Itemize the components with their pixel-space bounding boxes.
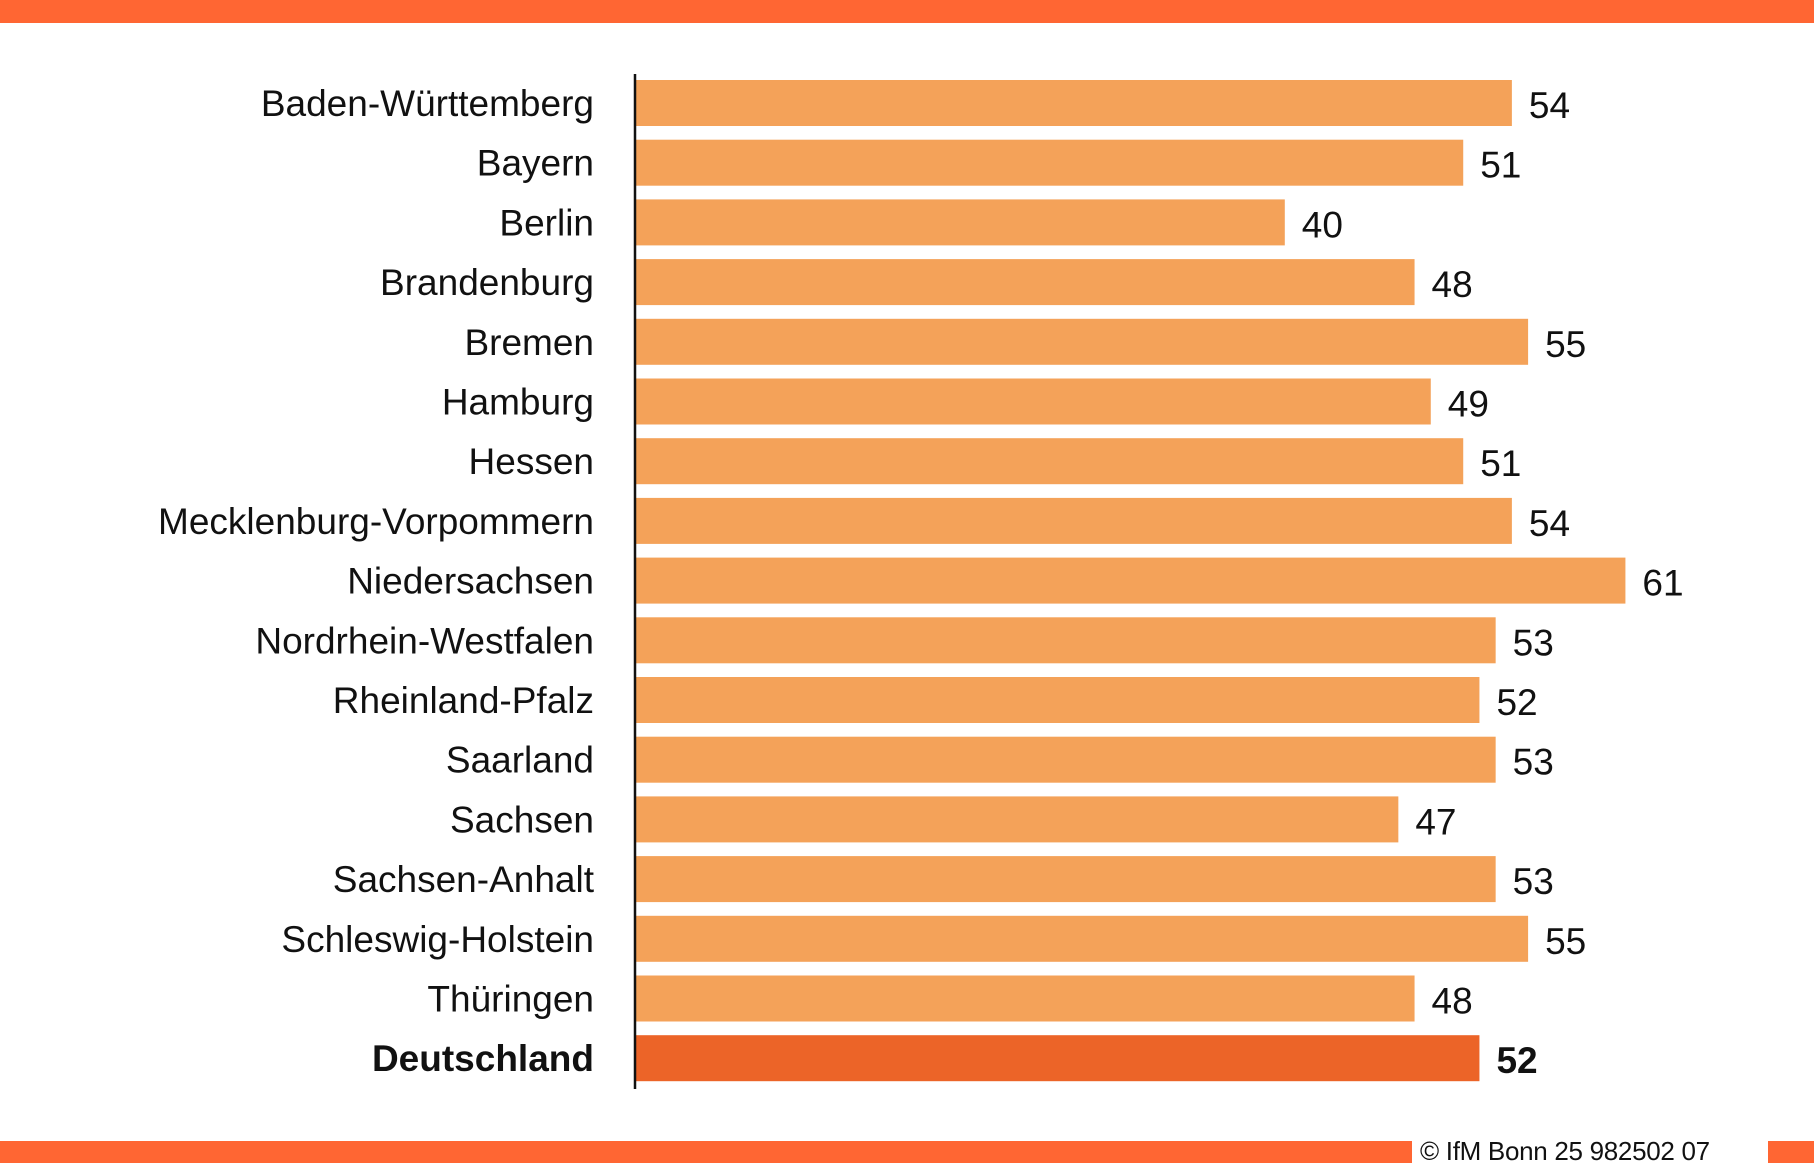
category-label: Bremen (464, 322, 594, 363)
top-band (0, 0, 1814, 23)
value-label: 49 (1448, 384, 1489, 425)
category-labels-group: Baden-Württemberg Bayern Berlin Brandenburg… (158, 83, 595, 1079)
copyright-credit: © IfM Bonn 25 982502 07 (1420, 1136, 1710, 1166)
value-label: 54 (1529, 85, 1570, 126)
category-label: Berlin (499, 202, 594, 243)
value-label: 48 (1432, 264, 1473, 305)
category-label: Saarland (446, 740, 594, 781)
bar-baden-württemberg (636, 80, 1512, 126)
bottom-band-right (1768, 1141, 1814, 1163)
value-label: 40 (1302, 204, 1343, 245)
category-label: Mecklenburg-Vorpommern (158, 501, 594, 542)
value-label: 48 (1432, 981, 1473, 1022)
bar-brandenburg (636, 259, 1415, 306)
bar-bayern (636, 139, 1464, 186)
value-label: 55 (1545, 921, 1586, 962)
bar-schleswig-holstein (636, 915, 1529, 962)
bar-mecklenburg-vorpommern (636, 497, 1512, 544)
category-label: Niedersachsen (347, 561, 594, 602)
category-label: Brandenburg (380, 262, 594, 303)
bar-hamburg (636, 378, 1431, 425)
category-label: Schleswig-Holstein (281, 919, 594, 960)
value-label: 52 (1496, 1040, 1537, 1081)
value-label: 51 (1480, 443, 1521, 484)
bar-sachsen (636, 796, 1399, 843)
value-label: 53 (1513, 622, 1554, 663)
category-label: Bayern (477, 143, 594, 184)
bar-berlin (636, 199, 1285, 246)
bar-hessen (636, 438, 1464, 485)
value-label: 55 (1545, 324, 1586, 365)
bars-group (636, 80, 1626, 1082)
bar-rheinland-pfalz (636, 677, 1480, 723)
category-label: Nordrhein-Westfalen (255, 620, 594, 661)
value-label: 53 (1513, 742, 1554, 783)
category-label: Deutschland (372, 1038, 594, 1079)
category-label: Sachsen-Anhalt (333, 859, 595, 900)
category-label: Rheinland-Pfalz (333, 680, 594, 721)
bar-sachsen-anhalt (636, 856, 1496, 903)
value-label: 47 (1415, 801, 1456, 842)
bar-nordrhein-westfalen (636, 617, 1496, 664)
bar-thüringen (636, 975, 1415, 1022)
value-label: 51 (1480, 145, 1521, 186)
value-label: 53 (1513, 861, 1554, 902)
category-label: Sachsen (450, 799, 594, 840)
bar-bremen (636, 318, 1529, 365)
value-label: 54 (1529, 503, 1570, 544)
value-label: 52 (1496, 682, 1537, 723)
category-label: Hamburg (442, 382, 594, 423)
category-label: Baden-Württemberg (261, 83, 594, 124)
bar-saarland (636, 736, 1496, 783)
bar-deutschland (636, 1035, 1480, 1082)
category-label: Thüringen (427, 979, 594, 1020)
category-label: Hessen (469, 441, 594, 482)
bottom-band-left (0, 1141, 1412, 1163)
bar-niedersachsen (636, 557, 1626, 604)
value-label: 61 (1642, 563, 1683, 604)
